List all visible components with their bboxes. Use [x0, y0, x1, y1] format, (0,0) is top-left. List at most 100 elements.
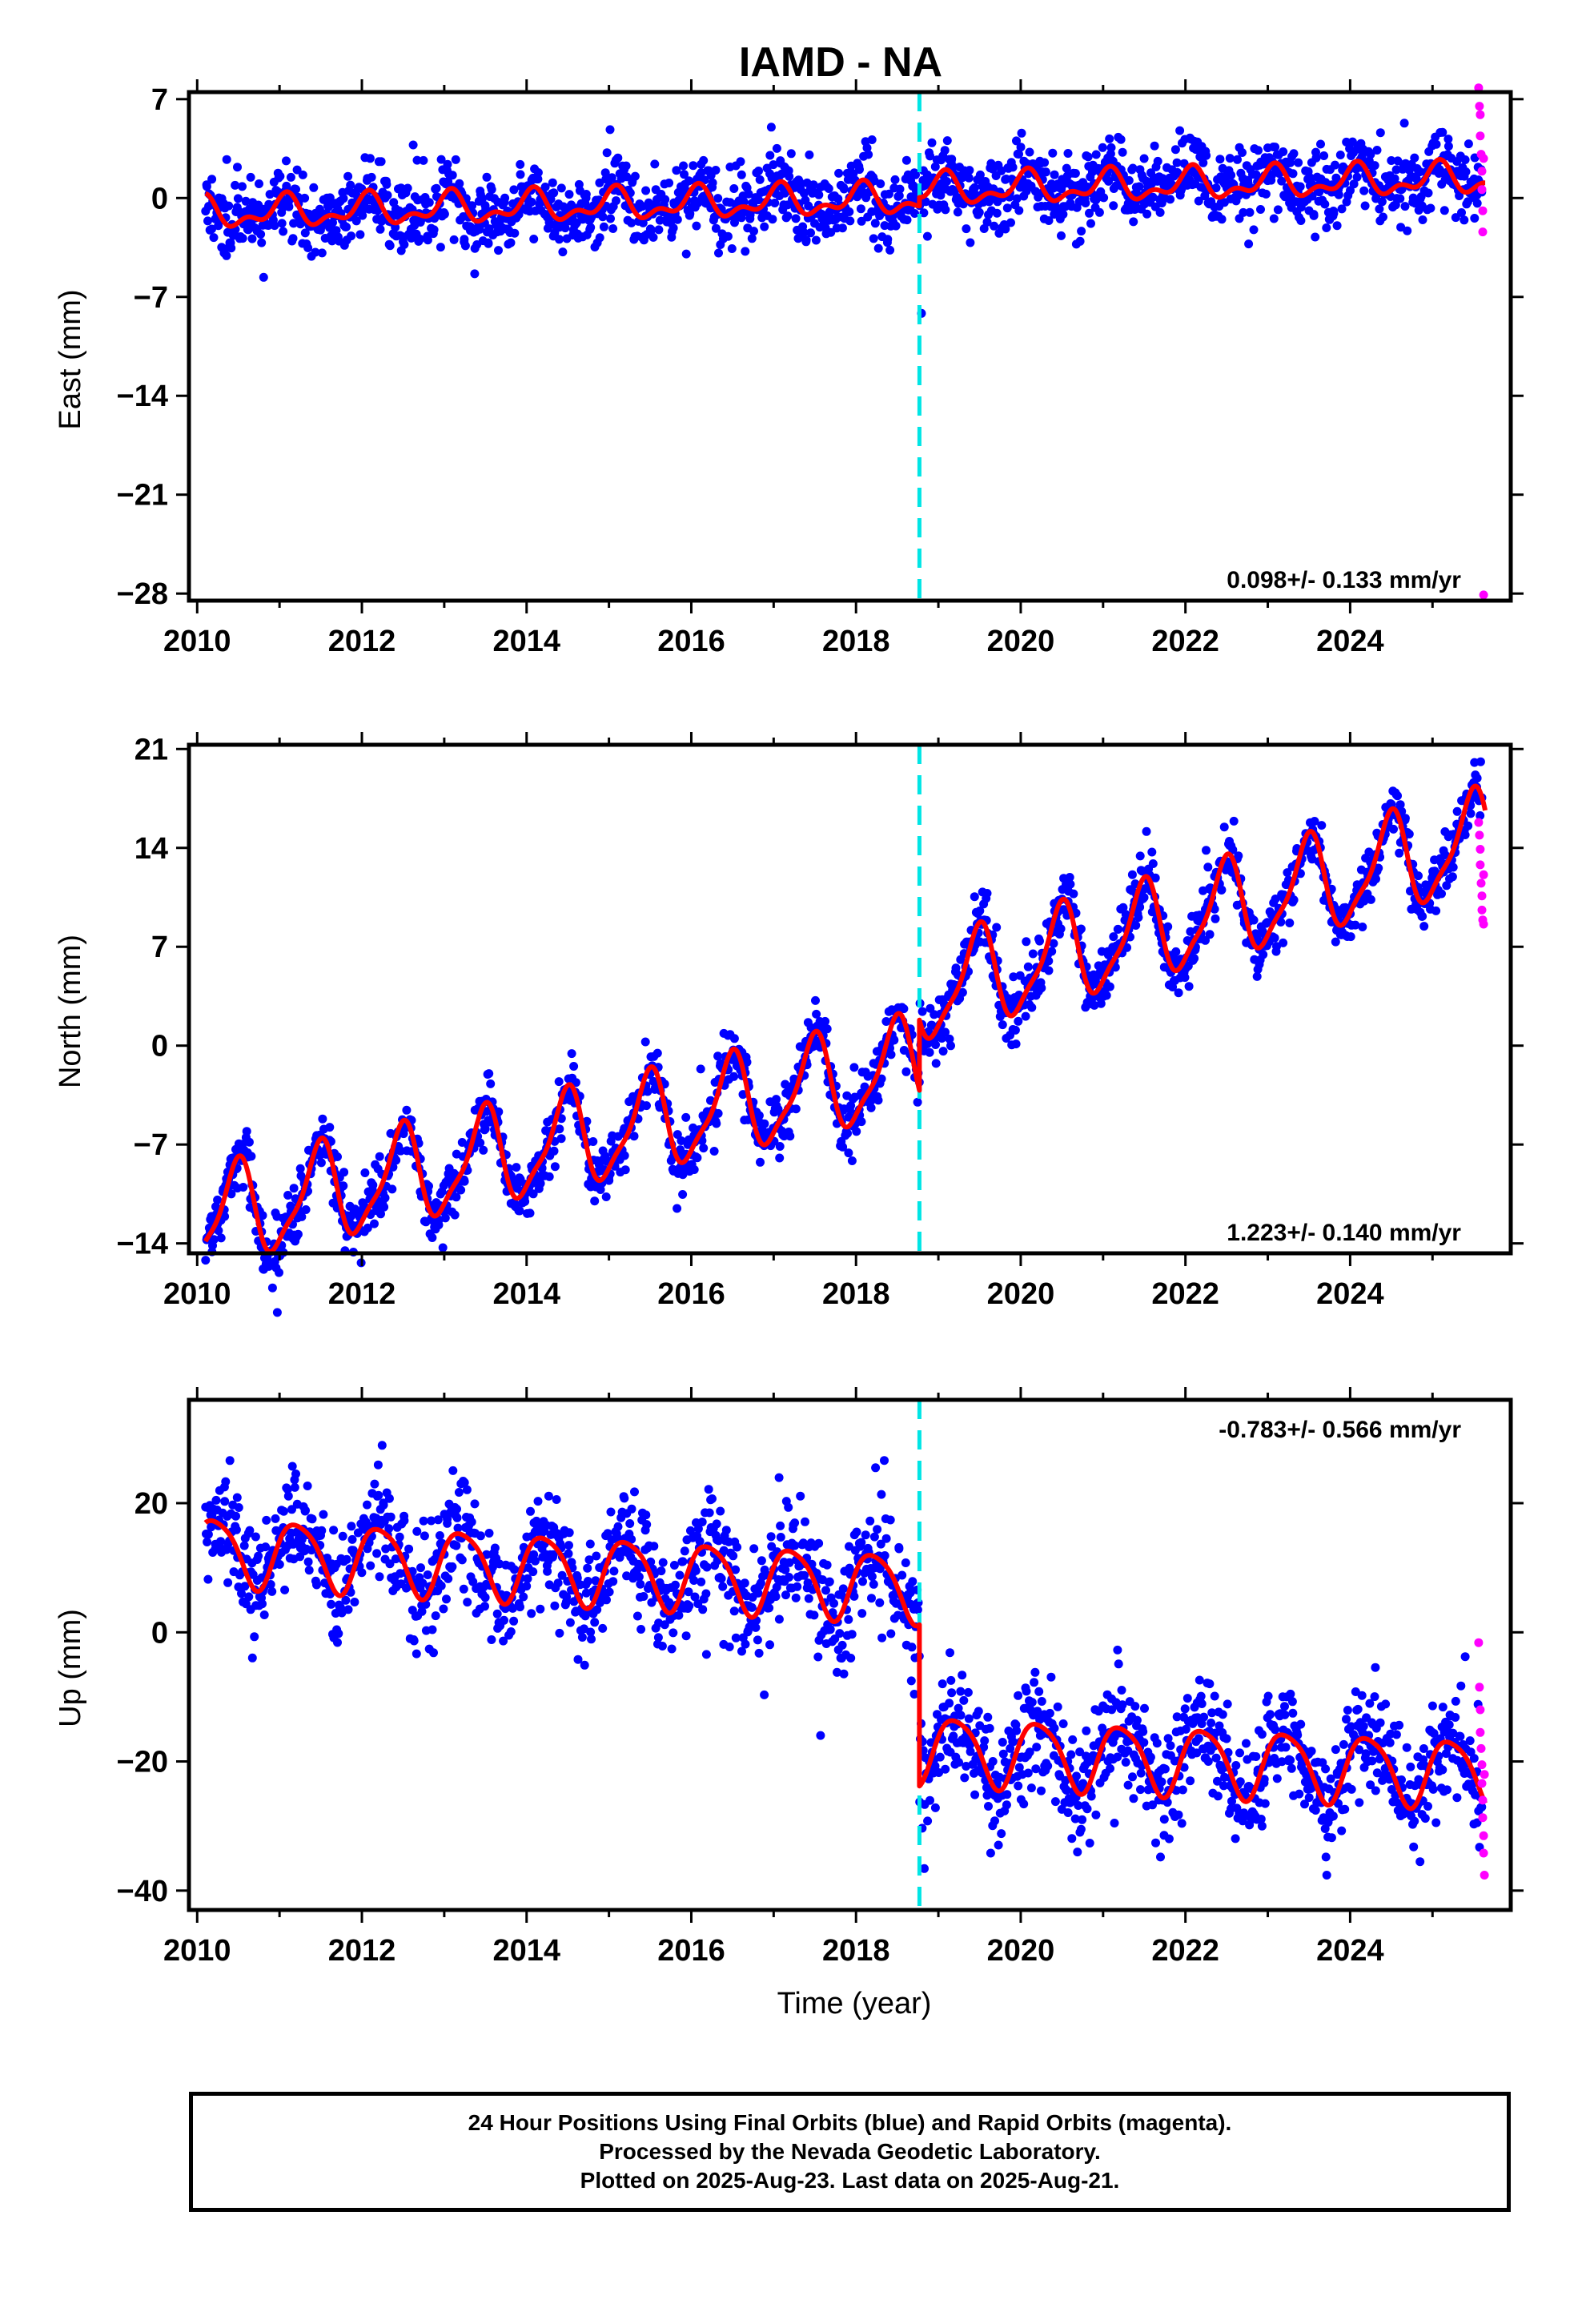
data-point-east — [1082, 182, 1092, 191]
data-point-east — [772, 143, 781, 153]
data-point-up — [678, 1557, 688, 1566]
data-point-up — [303, 1482, 312, 1490]
data-point-east — [1360, 201, 1370, 211]
data-point-north — [293, 1229, 303, 1239]
data-point-east — [257, 238, 267, 247]
data-point-north — [1021, 1011, 1030, 1021]
xlabel-time: Time (year) — [777, 1987, 932, 2020]
data-point-up — [564, 1541, 573, 1550]
data-point-up — [1076, 1824, 1086, 1834]
data-point-east — [286, 172, 295, 182]
data-point-north — [756, 1157, 765, 1167]
data-point-east — [1411, 174, 1421, 183]
data-point-up — [1043, 1761, 1053, 1771]
data-point-up — [656, 1566, 666, 1576]
data-point-up — [1026, 1783, 1036, 1793]
x-tick-label-north: 2020 — [987, 1277, 1055, 1311]
data-point-east — [791, 214, 801, 223]
data-point-east — [1311, 153, 1321, 163]
rapid-point-east — [1479, 154, 1488, 163]
data-point-east — [876, 179, 885, 188]
data-point-up — [1045, 1708, 1054, 1718]
data-point-east — [376, 157, 386, 167]
data-point-up — [223, 1578, 233, 1587]
data-point-north — [946, 1041, 955, 1051]
data-point-east — [730, 218, 739, 227]
data-point-north — [1259, 950, 1268, 959]
data-point-up — [1014, 1781, 1023, 1791]
data-point-east — [711, 223, 721, 233]
data-point-east — [1172, 158, 1182, 167]
data-point-up — [1050, 1723, 1059, 1733]
data-point-east — [558, 247, 568, 257]
data-point-up — [796, 1491, 805, 1501]
data-point-east — [672, 166, 681, 175]
data-point-east — [947, 155, 957, 164]
data-point-up — [847, 1630, 857, 1639]
data-point-east — [770, 199, 780, 207]
data-point-north — [681, 1112, 691, 1122]
data-point-up — [829, 1598, 838, 1608]
data-point-east — [1014, 206, 1024, 215]
data-point-east — [870, 219, 880, 228]
x-tick-label-east: 2010 — [163, 625, 231, 658]
data-point-east — [1319, 151, 1329, 160]
data-point-up — [317, 1526, 327, 1535]
data-point-north — [917, 1007, 927, 1016]
data-point-east — [962, 224, 971, 234]
data-point-up — [372, 1549, 382, 1558]
data-point-east — [1289, 149, 1299, 159]
panel-north: North (mm) 1.223+/- 0.140 mm/yr 2010 2012… — [54, 732, 1524, 1317]
data-point-east — [202, 182, 211, 191]
data-point-up — [459, 1584, 468, 1594]
data-point-east — [383, 191, 392, 200]
data-point-up — [838, 1584, 848, 1594]
data-point-east — [801, 235, 811, 245]
data-point-east — [233, 163, 242, 172]
data-point-up — [857, 1609, 867, 1618]
data-point-up — [452, 1504, 461, 1514]
rapid-orbits-scatter-east — [1474, 83, 1488, 600]
data-point-up — [757, 1556, 766, 1566]
data-point-up — [1027, 1698, 1037, 1707]
data-point-north — [901, 1067, 911, 1076]
data-point-north — [1331, 937, 1340, 947]
data-point-east — [1342, 137, 1351, 147]
data-point-north — [339, 1181, 348, 1191]
y-tick-label-east: −7 — [134, 281, 168, 315]
data-point-up — [1050, 1797, 1060, 1807]
data-point-north — [1148, 859, 1158, 868]
data-point-north — [1418, 911, 1427, 921]
data-point-east — [1372, 146, 1382, 155]
data-point-up — [526, 1506, 535, 1516]
data-point-up — [1068, 1735, 1078, 1744]
x-tick-label-east: 2012 — [328, 625, 396, 658]
data-point-up — [766, 1532, 776, 1542]
data-point-up — [350, 1598, 359, 1606]
data-point-north — [629, 1132, 639, 1141]
data-point-east — [942, 136, 952, 146]
data-point-up — [885, 1515, 895, 1525]
data-point-east — [1261, 189, 1271, 199]
data-point-up — [500, 1615, 508, 1625]
data-point-east — [1233, 155, 1242, 164]
data-point-east — [419, 155, 428, 165]
data-point-east — [769, 160, 778, 170]
data-point-up — [774, 1614, 784, 1624]
data-point-east — [711, 166, 721, 175]
data-point-east — [862, 143, 872, 153]
data-point-up — [675, 1570, 685, 1580]
data-point-up — [956, 1687, 966, 1696]
y-tick-label-east: 7 — [151, 83, 168, 117]
data-point-up — [580, 1660, 589, 1670]
data-point-east — [1124, 175, 1134, 185]
data-point-east — [451, 155, 460, 164]
data-point-up — [583, 1577, 592, 1586]
data-point-east — [238, 182, 247, 191]
data-point-east — [385, 241, 395, 251]
data-point-east — [1166, 195, 1175, 204]
data-point-east — [1335, 151, 1345, 159]
data-point-north — [1135, 851, 1145, 861]
data-point-east — [1352, 172, 1362, 182]
data-point-east — [1399, 119, 1409, 128]
